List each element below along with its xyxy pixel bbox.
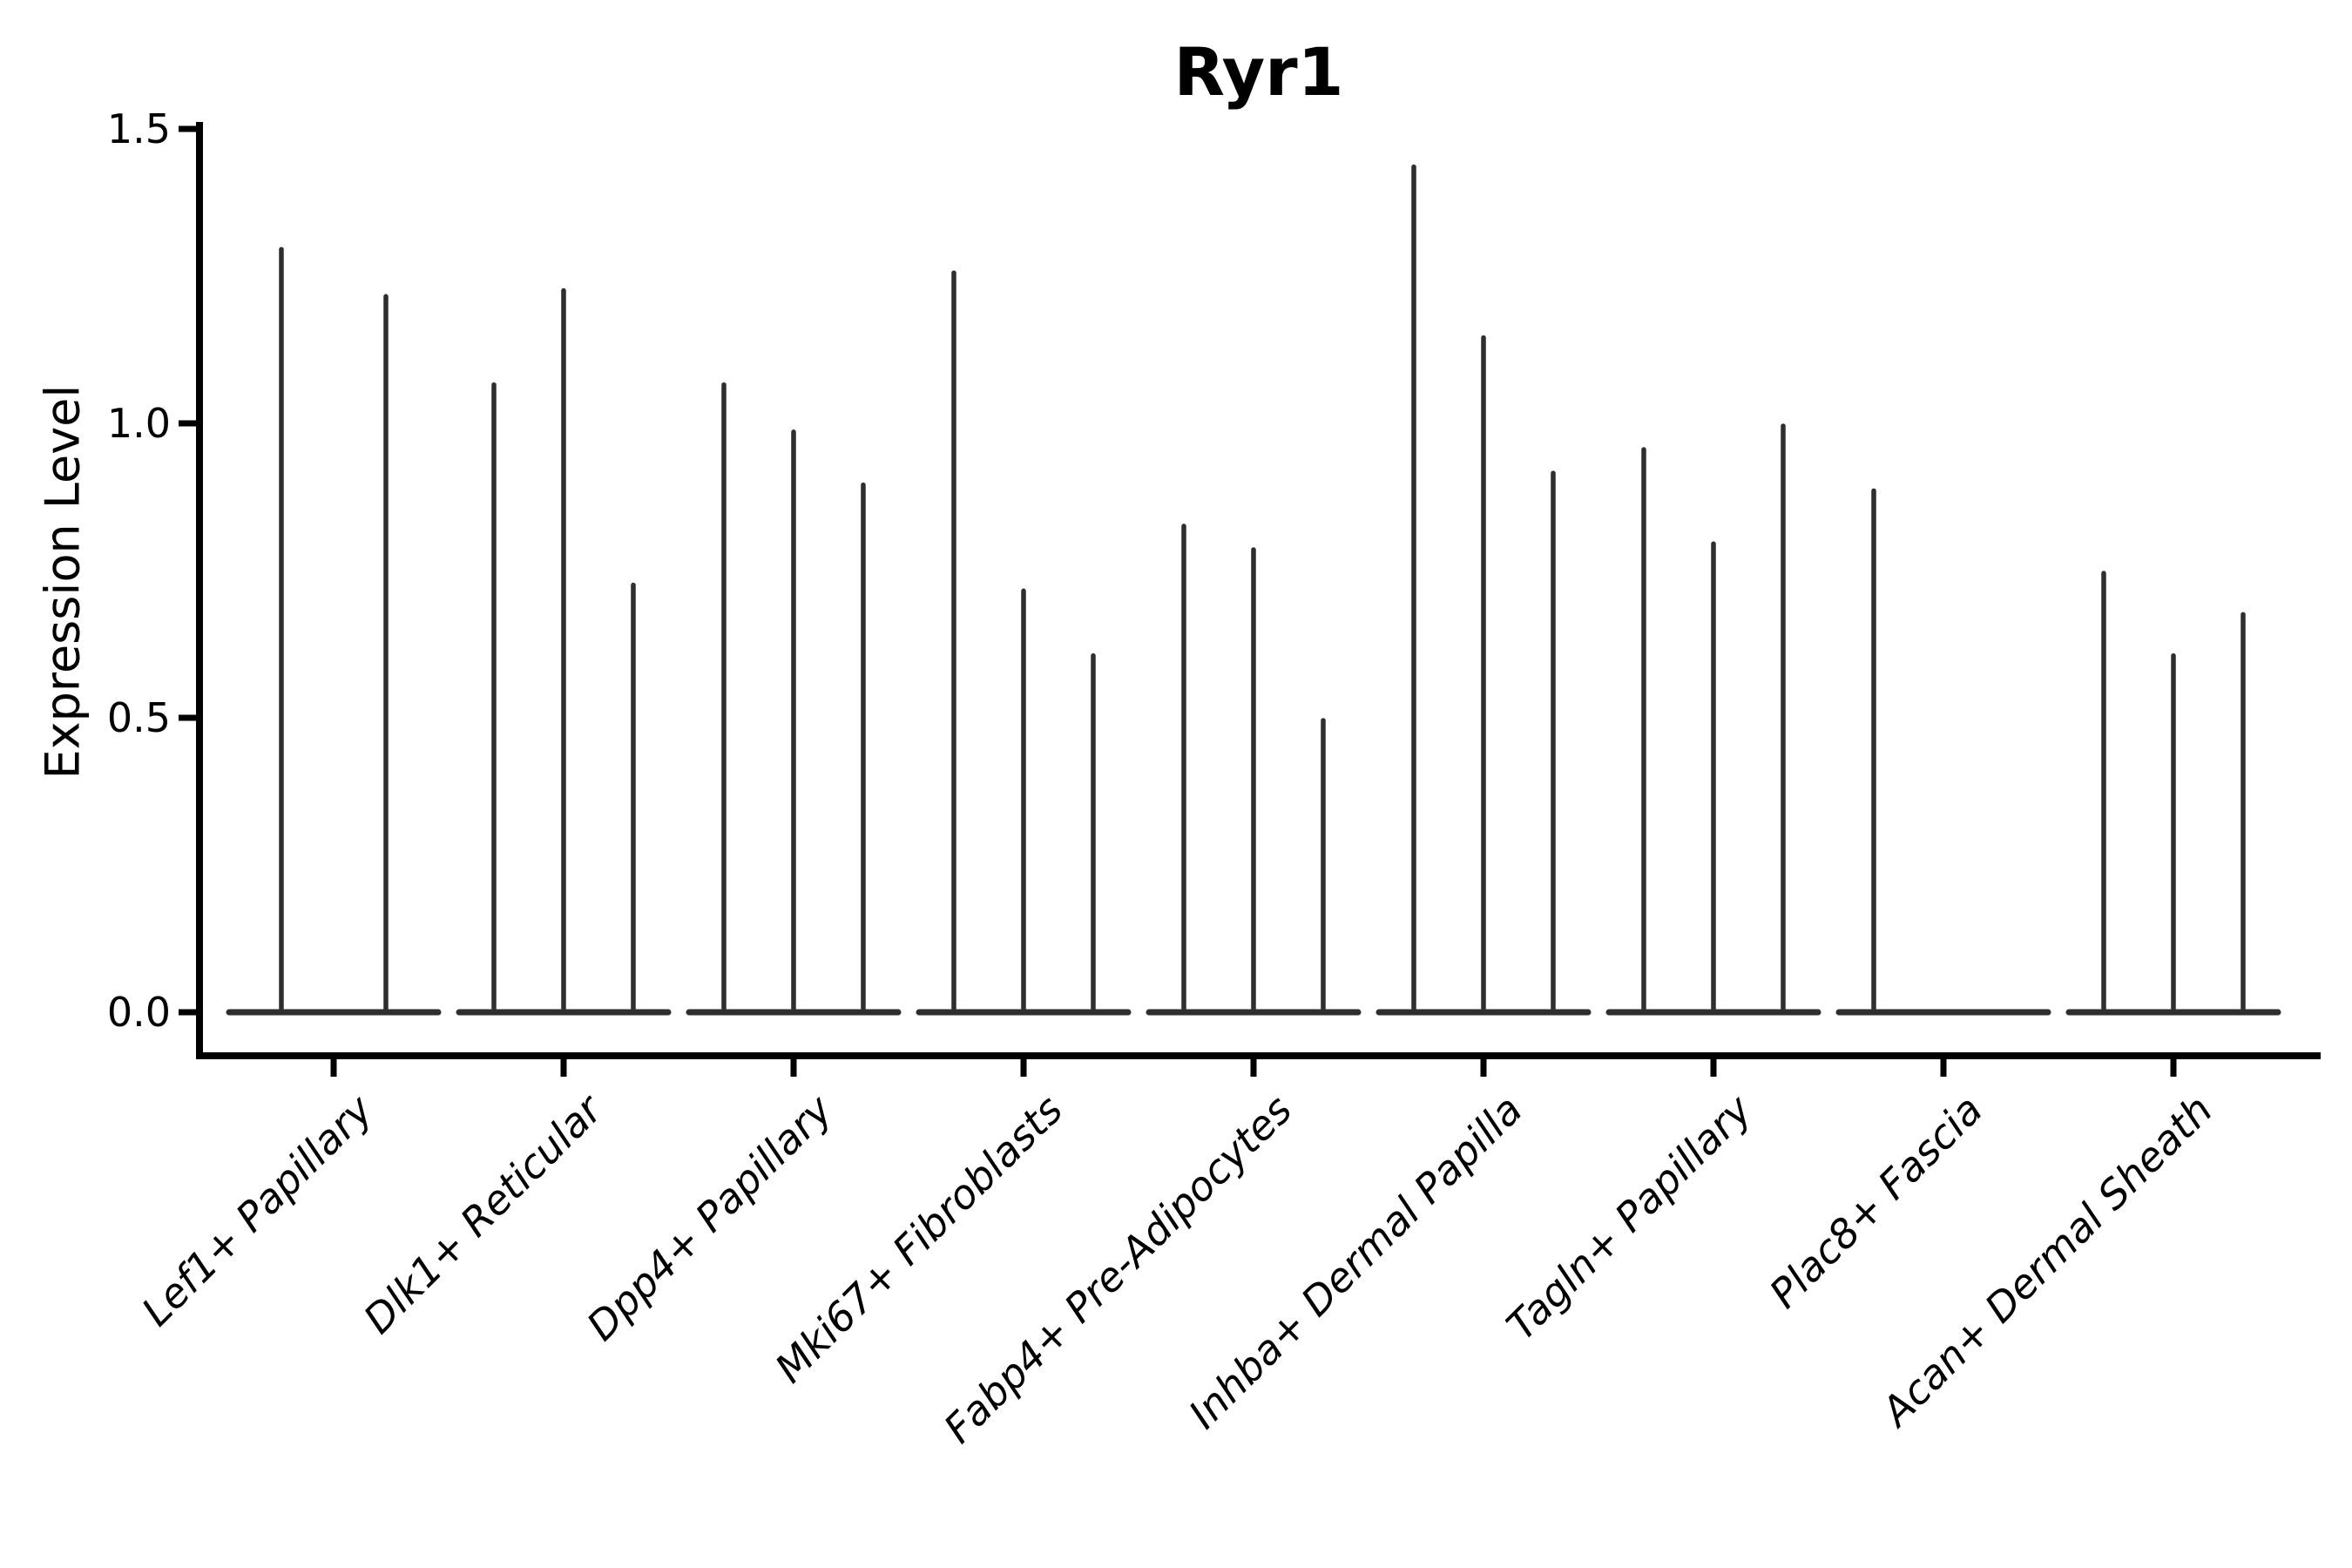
y-tick-label: 0.5 [106, 694, 171, 741]
y-tick-label: 1.5 [106, 105, 171, 152]
y-tick-label: 0.0 [106, 989, 171, 1036]
y-tick-label: 1.0 [106, 400, 171, 447]
plot-title: Ryr1 [1173, 33, 1344, 111]
